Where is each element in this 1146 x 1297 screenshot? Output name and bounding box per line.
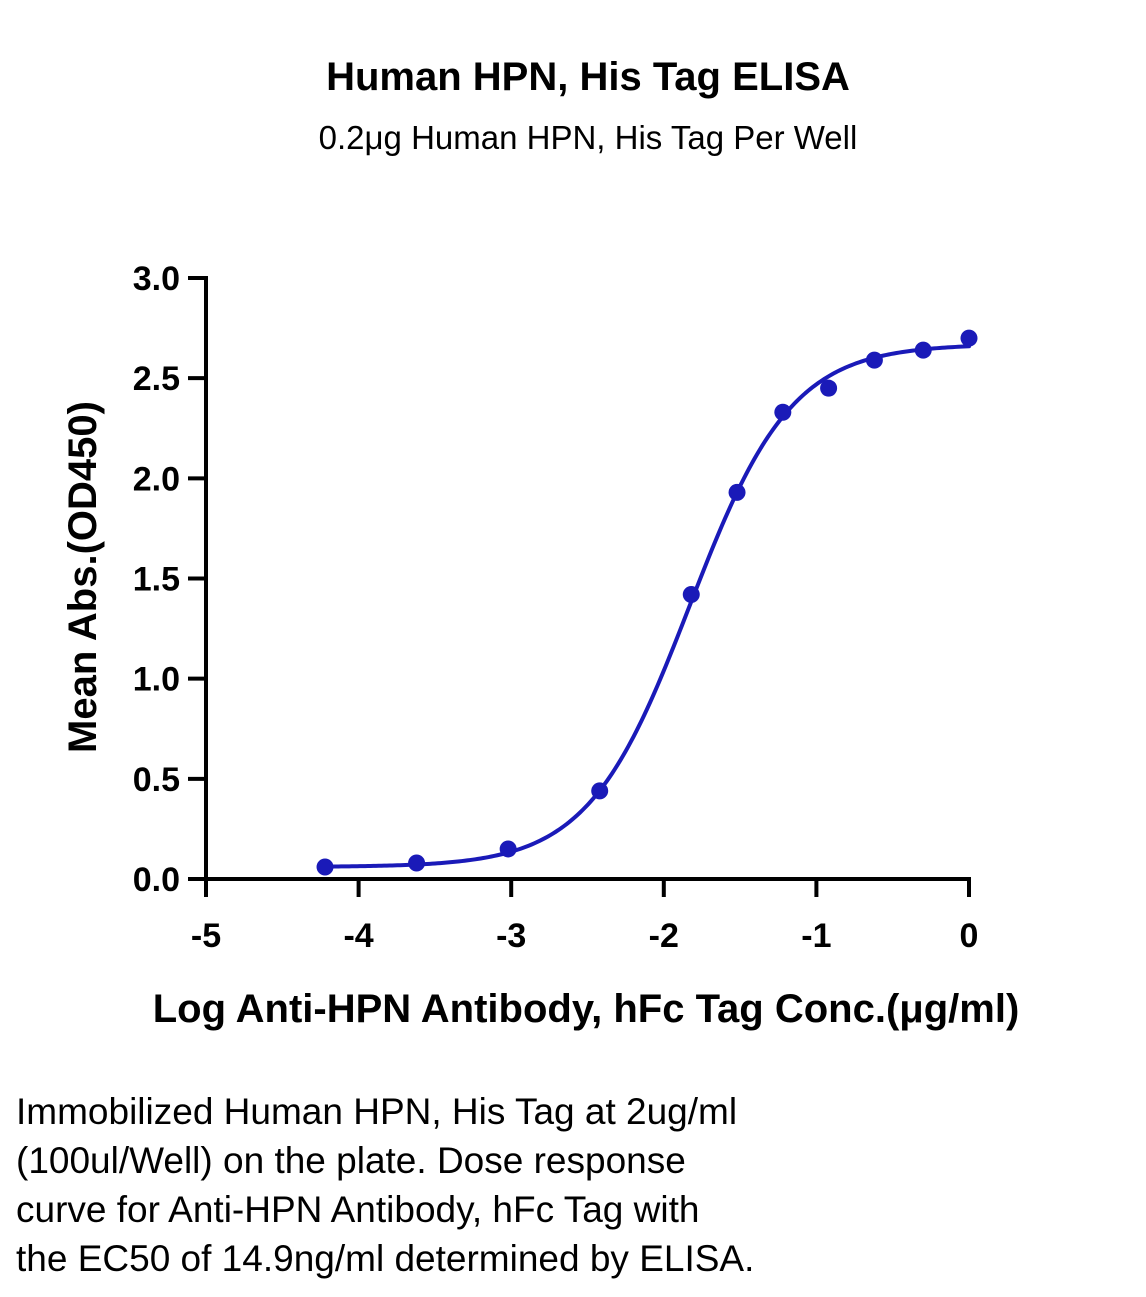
fit-curve (323, 344, 971, 869)
elisa-dose-response-chart: 0.0 0.5 1.0 1.5 2.0 2.5 3.0 -5 -4 -3 -2 -1 0 Mean Ab… (61, 260, 1020, 1031)
data-point (865, 351, 883, 369)
data-point (774, 403, 792, 421)
caption-line: Immobilized Human HPN, His Tag at 2ug/ml (16, 1091, 738, 1132)
y-axis-label: Mean Abs.(OD450) (61, 401, 105, 753)
y-tick-label: 1.0 (133, 661, 180, 699)
data-point (682, 586, 700, 604)
chart-subtitle: 0.2μg Human HPN, His Tag Per Well (318, 119, 858, 156)
fit-curve-layer (323, 344, 971, 869)
x-axis-label: Log Anti-HPN Antibody, hFc Tag Conc.(μg/… (153, 987, 1020, 1031)
data-point (960, 329, 978, 347)
data-point (820, 379, 838, 397)
y-tick-label: 2.0 (133, 460, 180, 498)
x-tick-label: -4 (343, 917, 373, 955)
data-point (316, 858, 334, 876)
y-tick-label: 3.0 (133, 260, 180, 298)
x-tick-label: -1 (801, 917, 831, 955)
chart-title: Human HPN, His Tag ELISA (326, 55, 850, 99)
y-tick-label: 1.5 (133, 561, 180, 599)
data-point (914, 341, 932, 359)
data-point (591, 782, 609, 800)
data-point (499, 840, 517, 858)
x-tick-label: -3 (496, 917, 526, 955)
x-tick-label: 0 (960, 917, 979, 955)
y-tick-label: 0.0 (133, 861, 180, 899)
caption-line: (100ul/Well) on the plate. Dose response (16, 1140, 686, 1181)
data-points-layer (316, 329, 978, 876)
caption-line: curve for Anti-HPN Antibody, hFc Tag wit… (16, 1189, 700, 1230)
data-point (408, 854, 426, 872)
x-tick-label: -5 (191, 917, 221, 955)
axes: 0.0 0.5 1.0 1.5 2.0 2.5 3.0 -5 -4 -3 -2 -1 0 (133, 260, 979, 955)
x-tick-label: -2 (649, 917, 679, 955)
caption-line: the EC50 of 14.9ng/ml determined by ELIS… (16, 1238, 755, 1279)
y-tick-label: 2.5 (133, 360, 180, 398)
figure-caption: Immobilized Human HPN, His Tag at 2ug/ml… (16, 1087, 1126, 1283)
y-tick-label: 0.5 (133, 761, 180, 799)
data-point (728, 483, 746, 501)
